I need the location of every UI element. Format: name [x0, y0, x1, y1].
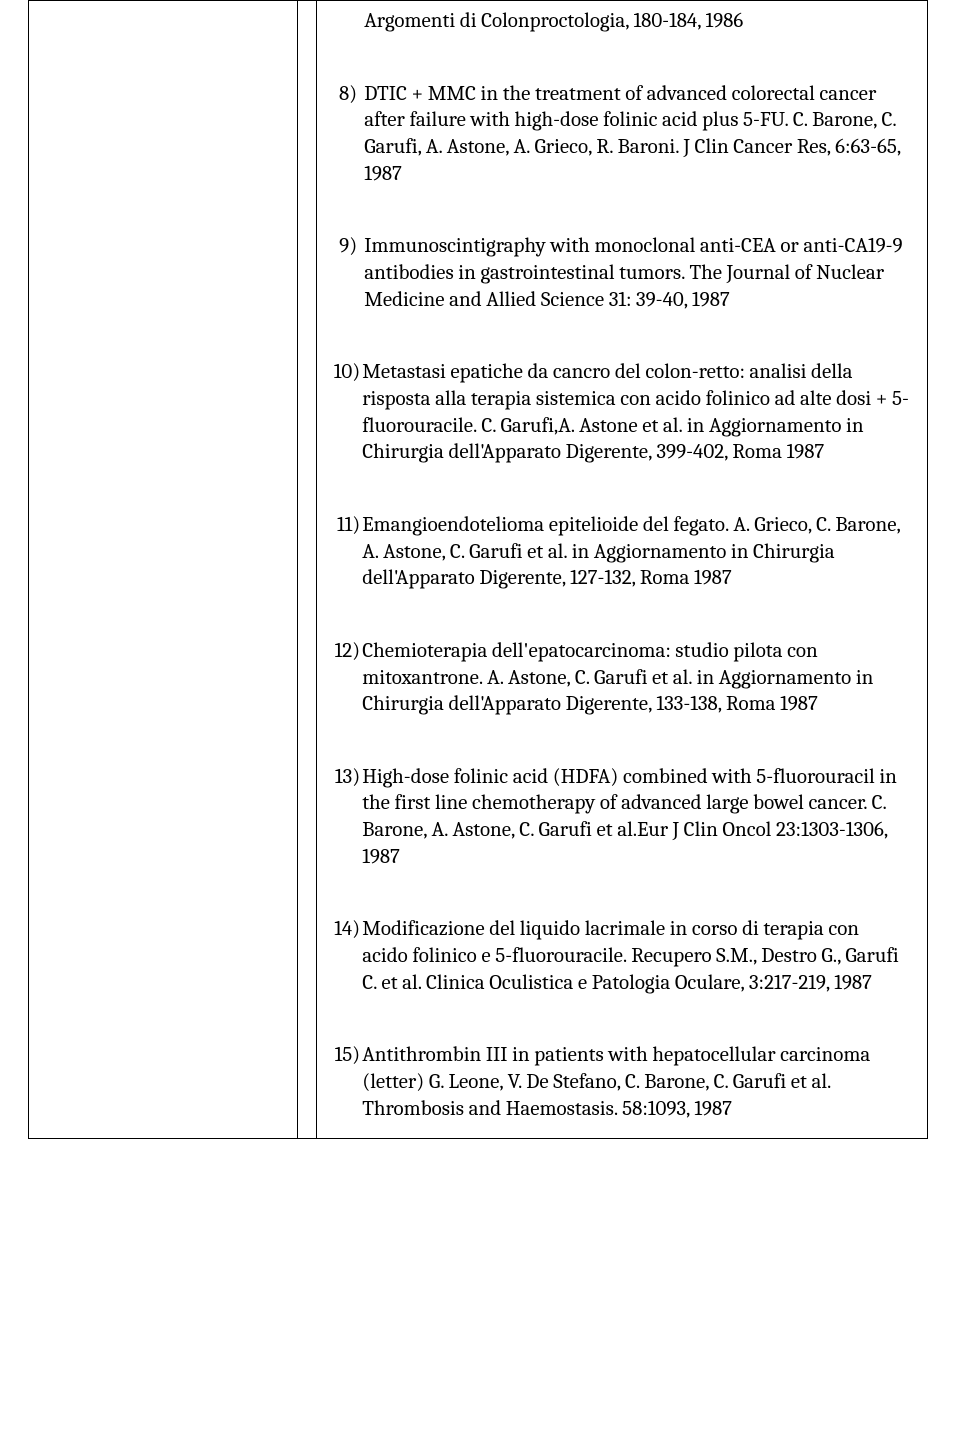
table-cell-left: [29, 1, 298, 1139]
reference-item: 14) Modificazione del liquido lacrimale …: [327, 916, 909, 996]
reference-text: Metastasi epatiche da cancro del colon-r…: [362, 359, 909, 466]
reference-fragment: 0) Argomenti di Colonproctologia, 180-18…: [327, 8, 909, 35]
reference-number: 9): [327, 233, 364, 313]
reference-item: 15) Antithrombin III in patients with he…: [327, 1042, 909, 1122]
reference-text: Chemioterapia dell'epatocarcinoma: studi…: [362, 638, 909, 718]
reference-number: 8): [327, 81, 364, 188]
reference-number: 10): [327, 359, 362, 466]
reference-item: 8) DTIC + MMC in the treatment of advanc…: [327, 81, 909, 188]
reference-text: High-dose folinic acid (HDFA) combined w…: [362, 764, 909, 871]
reference-item: 12) Chemioterapia dell'epatocarcinoma: s…: [327, 638, 909, 718]
reference-item: 9) Immunoscintigraphy with monoclonal an…: [327, 233, 909, 313]
reference-item: 11) Emangioendotelioma epitelioide del f…: [327, 512, 909, 592]
reference-text: Modificazione del liquido lacrimale in c…: [362, 916, 909, 996]
reference-text: Emangioendotelioma epitelioide del fegat…: [362, 512, 909, 592]
reference-number: 11): [327, 512, 362, 592]
reference-text: Antithrombin III in patients with hepato…: [362, 1042, 909, 1122]
table-cell-right: 0) Argomenti di Colonproctologia, 180-18…: [317, 1, 928, 1139]
reference-text: Argomenti di Colonproctologia, 180-184, …: [364, 8, 909, 35]
reference-text: DTIC + MMC in the treatment of advanced …: [364, 81, 909, 188]
references-list: 0) Argomenti di Colonproctologia, 180-18…: [317, 1, 927, 1138]
table-row: 0) Argomenti di Colonproctologia, 180-18…: [29, 1, 928, 1139]
reference-item: 10) Metastasi epatiche da cancro del col…: [327, 359, 909, 466]
reference-number: 14): [327, 916, 362, 996]
reference-item: 13) High-dose folinic acid (HDFA) combin…: [327, 764, 909, 871]
reference-number: 15): [327, 1042, 362, 1122]
document-table: 0) Argomenti di Colonproctologia, 180-18…: [28, 0, 928, 1139]
reference-text: Immunoscintigraphy with monoclonal anti-…: [364, 233, 909, 313]
table-cell-mid: [298, 1, 317, 1139]
page: 0) Argomenti di Colonproctologia, 180-18…: [0, 0, 960, 1446]
reference-number: 12): [327, 638, 362, 718]
reference-number: 13): [327, 764, 362, 871]
